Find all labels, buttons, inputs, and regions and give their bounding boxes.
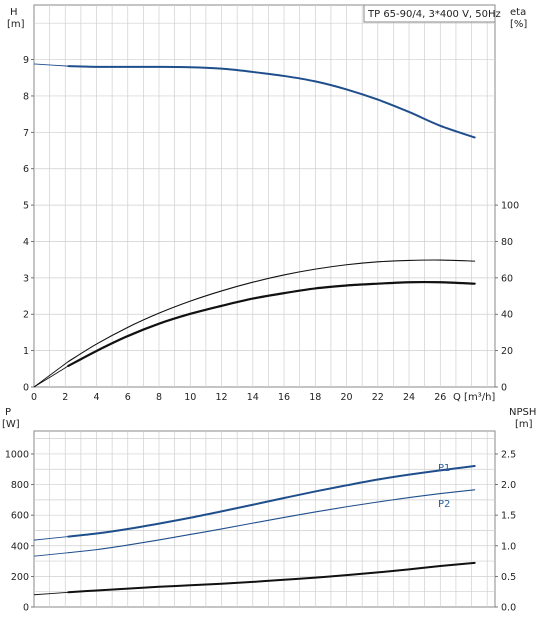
- y2-tick-label: 100: [501, 201, 519, 212]
- y-tick-label: 0: [23, 603, 29, 614]
- x-tick-label: 14: [247, 392, 259, 403]
- power-axis-unit: [W]: [2, 419, 20, 430]
- x-tick-label: 20: [340, 392, 352, 403]
- head-axis-label: H: [10, 7, 18, 18]
- y2-tick-label: 0.5: [501, 572, 516, 583]
- head-curve-extrapolated: [33, 63, 69, 67]
- eta-thin-curve-extrapolated: [33, 361, 69, 388]
- y2-tick-label: 40: [501, 310, 513, 321]
- NPSH-curve: [67, 561, 476, 594]
- bottom-series-group: [33, 465, 476, 596]
- y-tick-label: 7: [23, 128, 29, 139]
- y-tick-label: 6: [23, 164, 29, 175]
- npsh-axis-unit: [m]: [515, 419, 533, 430]
- eta-curve: [67, 280, 476, 367]
- p1-label: P1: [438, 463, 450, 474]
- y-tick-label: 1: [23, 346, 29, 357]
- power-npsh-panel: 0 200 400 600 800 1000 0.0 0.5 1.0 1.5 2.0 2.5 P [W…: [2, 407, 536, 614]
- y-tick-label: 4: [23, 237, 29, 248]
- P2-curve: [67, 489, 476, 554]
- y2-tick-label: 1.5: [501, 511, 516, 522]
- y2-tick-label: 0: [501, 383, 507, 394]
- head-axis-unit: [m]: [7, 19, 25, 30]
- x-tick-label: 26: [434, 392, 446, 403]
- x-tick-label: 8: [156, 392, 162, 403]
- x-tick-label: 24: [403, 392, 415, 403]
- y-tick-label: 9: [23, 55, 29, 66]
- head-curve: [67, 65, 476, 139]
- y-tick-label: 5: [23, 201, 29, 212]
- y2-tick-label: 2.0: [501, 480, 516, 491]
- power-axis-label: P: [5, 407, 11, 418]
- x-tick-label: 18: [309, 392, 321, 403]
- x-tick-label: 4: [93, 392, 99, 403]
- x-tick-label: 2: [62, 392, 68, 403]
- y2-tick-label: 0.0: [501, 603, 516, 614]
- y-tick-label: 3: [23, 273, 29, 284]
- y-tick-label: 200: [11, 572, 29, 583]
- p2-label: P2: [438, 499, 450, 510]
- NPSH-curve-extrapolated: [33, 591, 69, 596]
- top-plot-area: [33, 4, 496, 388]
- P2-curve-extrapolated: [33, 552, 69, 557]
- y-tick-label: 2: [23, 310, 29, 321]
- P1-curve-extrapolated: [33, 536, 69, 541]
- eta-thin-curve: [67, 259, 476, 363]
- chart-title-box: [363, 4, 496, 23]
- y-tick-label: 0: [23, 383, 29, 394]
- eta-axis-unit: [%]: [510, 19, 527, 30]
- x-tick-label: 22: [372, 392, 384, 403]
- y2-tick-label: 60: [501, 273, 513, 284]
- top-series-group: [33, 63, 476, 388]
- y-tick-label: 8: [23, 91, 29, 102]
- npsh-axis-label: NPSH: [509, 407, 536, 418]
- bottom-plot-area: [33, 430, 496, 608]
- flow-axis-label: Q [m³/h]: [453, 392, 495, 403]
- y2-tick-label: 2.5: [501, 449, 516, 460]
- y-tick-label: 1000: [5, 449, 29, 460]
- y2-tick-label: 20: [501, 346, 513, 357]
- bottom-tick-labels: 0 200 400 600 800 1000 0.0 0.5 1.0 1.5 2.0 2.5: [5, 449, 516, 613]
- x-tick-label: 12: [215, 392, 227, 403]
- chart-title: TP 65-90/4, 3*400 V, 50Hz: [367, 9, 501, 20]
- P1-curve: [67, 465, 476, 538]
- x-tick-label: 10: [184, 392, 196, 403]
- y2-tick-label: 80: [501, 237, 513, 248]
- x-tick-label: 0: [31, 392, 37, 403]
- y-tick-label: 600: [11, 511, 29, 522]
- bottom-grid: [34, 431, 495, 607]
- x-tick-label: 16: [278, 392, 290, 403]
- y-tick-label: 400: [11, 541, 29, 552]
- x-tick-label: 6: [125, 392, 131, 403]
- y-tick-label: 800: [11, 480, 29, 491]
- eta-axis-label: eta: [510, 7, 526, 18]
- y2-tick-label: 1.0: [501, 541, 516, 552]
